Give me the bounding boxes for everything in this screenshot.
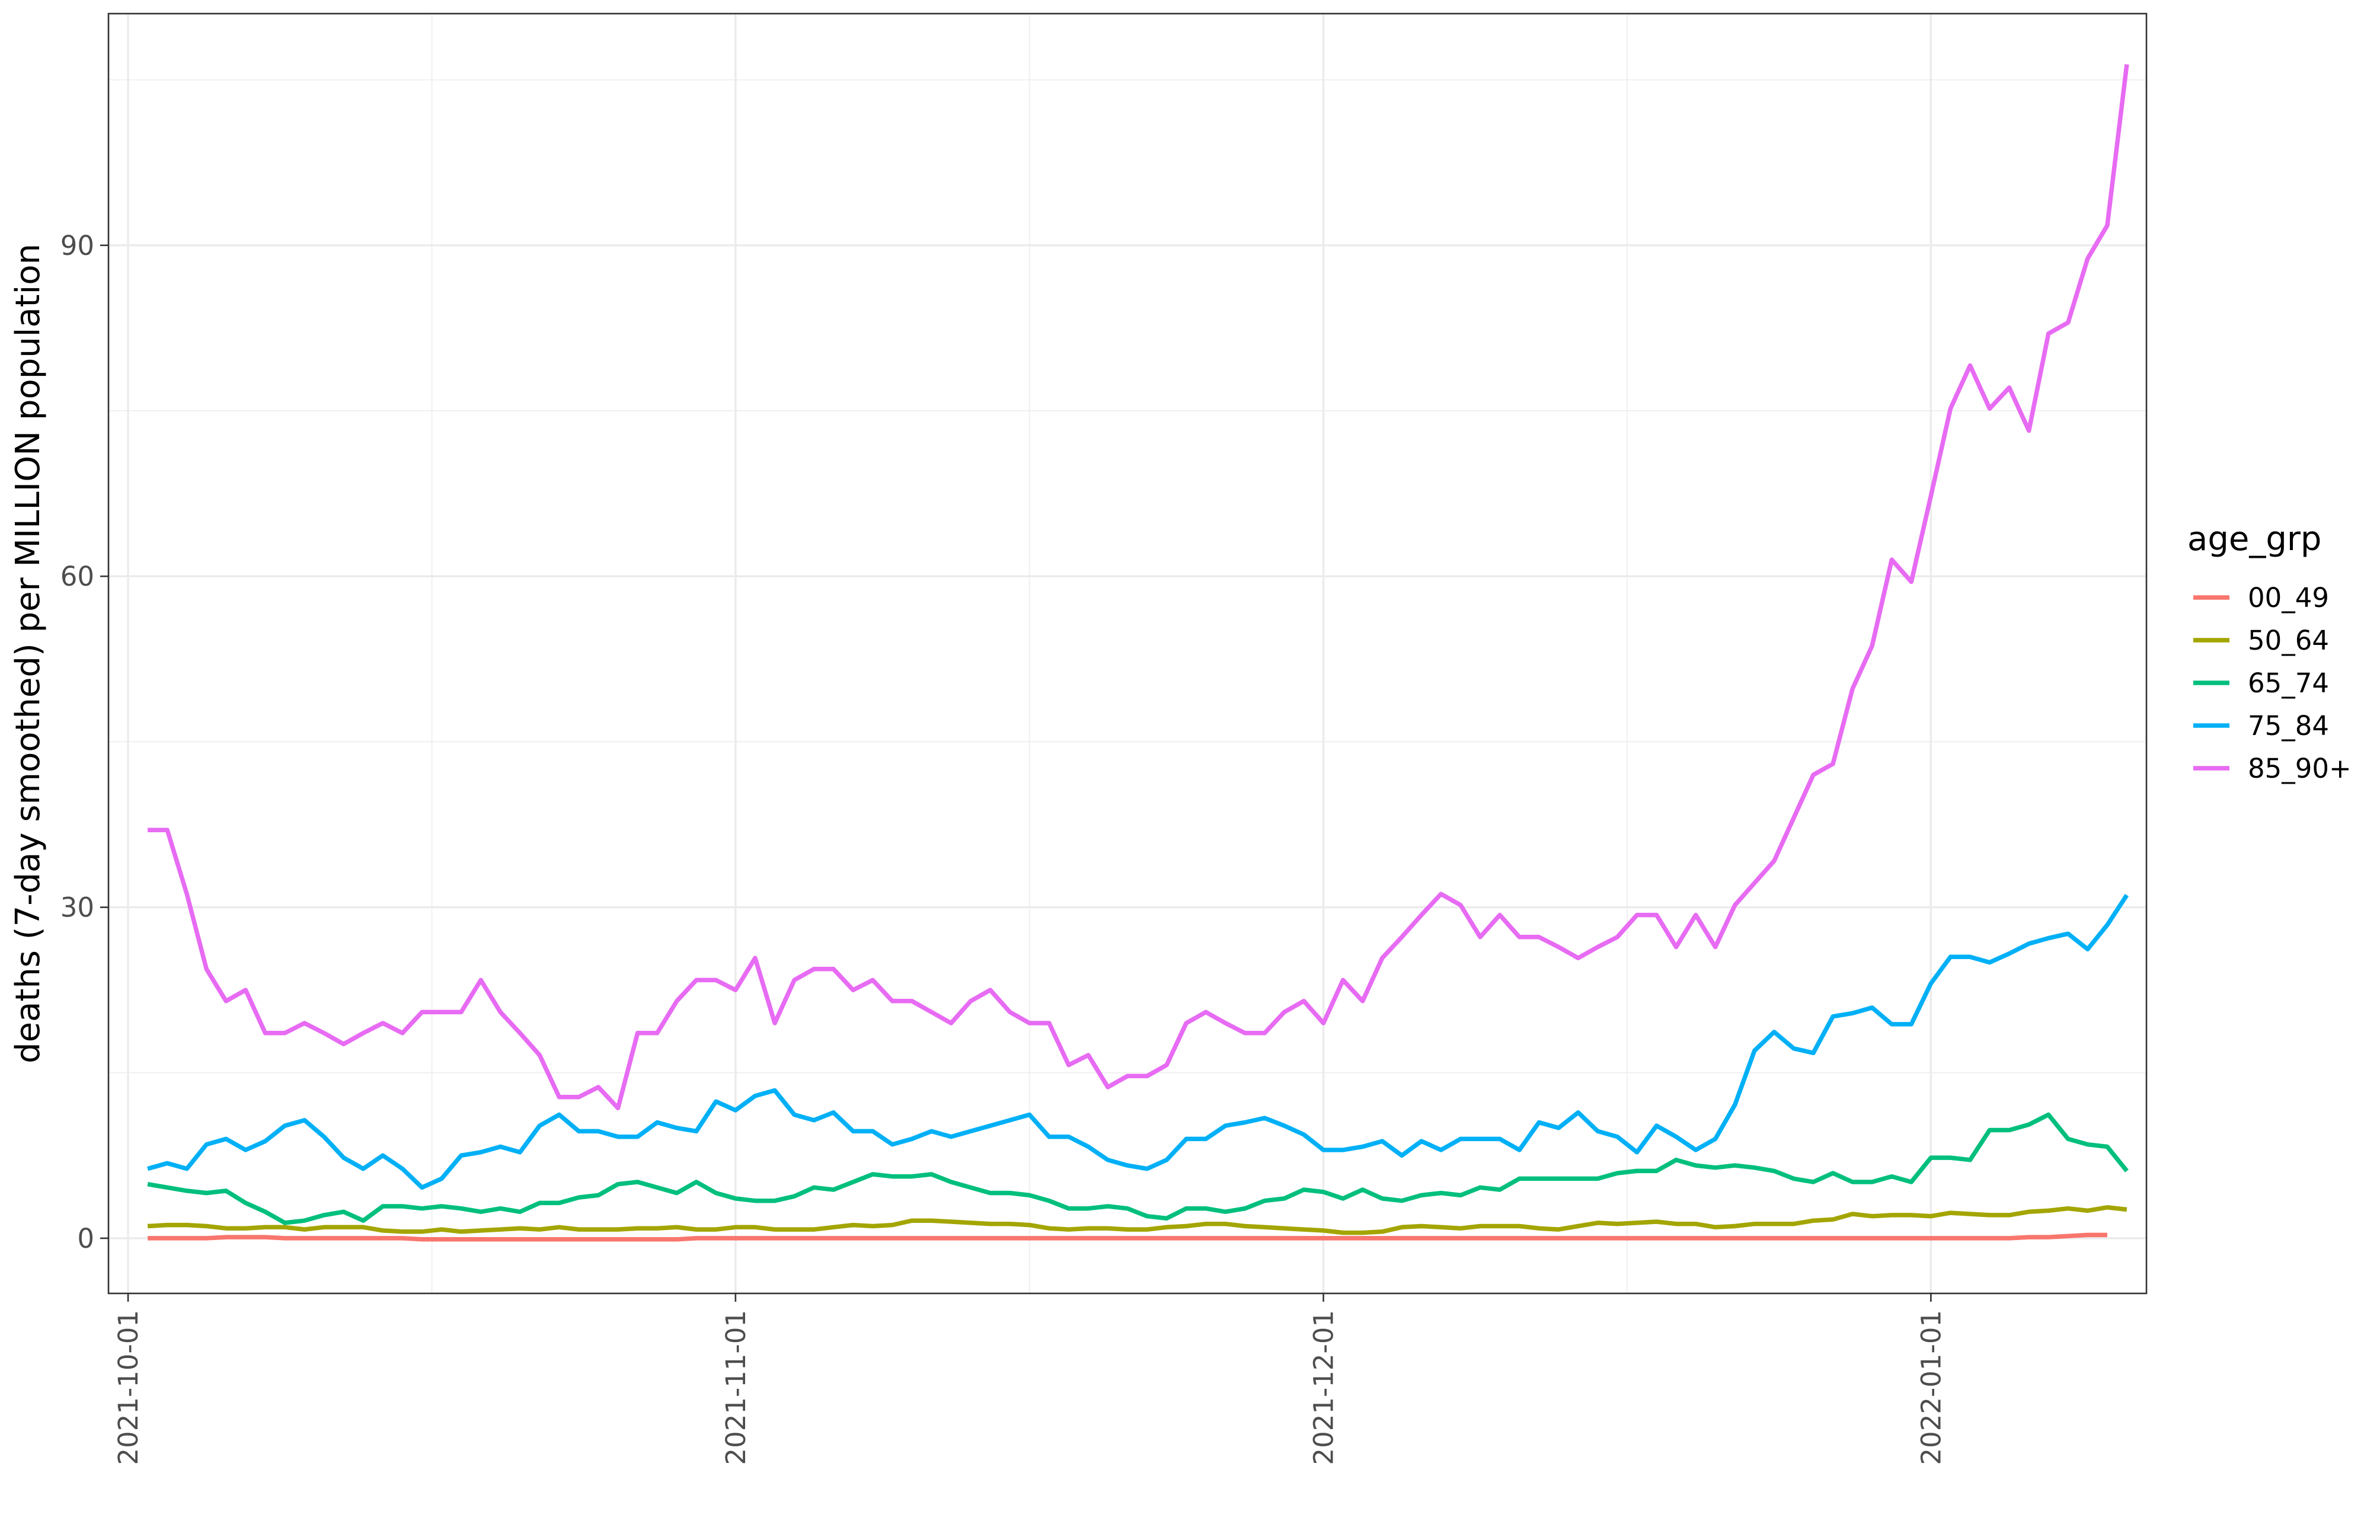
series-line-85_90+ — [148, 64, 2129, 1111]
plot-panel-border — [107, 12, 2148, 1295]
legend-label-85_90+: 85_90+ — [2248, 753, 2352, 784]
legend-label-00_49: 00_49 — [2248, 582, 2329, 614]
series-line-65_74 — [147, 1112, 2129, 1225]
legend-label-75_84: 75_84 — [2248, 710, 2329, 742]
y-axis: 0 30 60 90 — [60, 230, 108, 1254]
x-tick-label: 2021-10-01 — [113, 1310, 144, 1465]
x-axis: 2021-10-01 2021-11-01 2021-12-01 2022-01-01 — [113, 1293, 1947, 1465]
legend-label-50_64: 50_64 — [2248, 625, 2329, 656]
y-tick-label: 30 — [60, 892, 94, 924]
x-tick-label: 2021-11-01 — [720, 1310, 752, 1465]
legend: age_grp 00_49 50_64 65_74 75_84 85_90+ — [2187, 520, 2352, 784]
series-line-50_64 — [147, 1205, 2127, 1235]
series-lines — [147, 64, 2129, 1242]
x-tick-label: 2022-01-01 — [1915, 1310, 1947, 1465]
minor-gridlines — [108, 14, 2146, 1293]
y-tick-label: 0 — [77, 1223, 94, 1254]
major-gridlines — [108, 14, 2146, 1293]
y-axis-title: deaths (7-day smoothed) per MILLION popu… — [9, 244, 47, 1063]
legend-title: age_grp — [2187, 520, 2321, 558]
legend-label-65_74: 65_74 — [2248, 667, 2329, 699]
series-line-00_49 — [148, 1232, 2107, 1242]
y-tick-label: 60 — [60, 561, 94, 592]
y-tick-label: 90 — [60, 230, 94, 261]
x-tick-label: 2021-12-01 — [1308, 1310, 1340, 1465]
series-line-75_84 — [147, 894, 2129, 1190]
